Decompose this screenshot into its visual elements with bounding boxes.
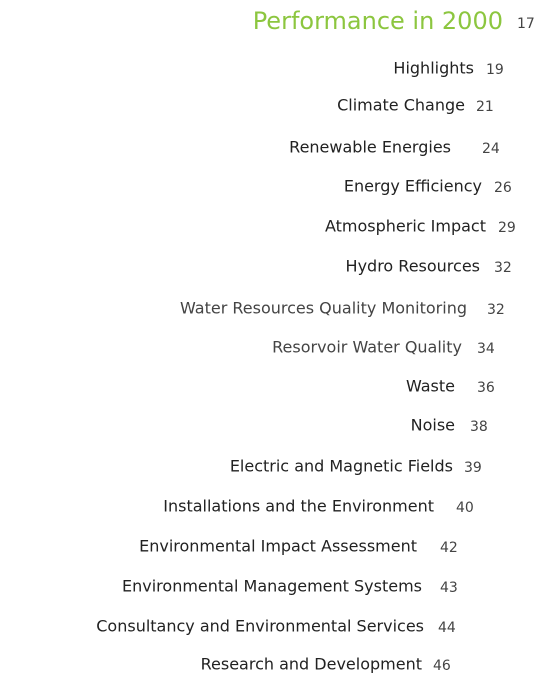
entry-title: Installations and the Environment [163,497,434,516]
entry-page: 17 [517,16,535,32]
entry-page: 36 [477,380,495,396]
entry-title: Electric and Magnetic Fields [230,457,453,476]
entry-page: 19 [486,62,504,78]
entry-page: 32 [487,302,505,318]
entry-title: Highlights [393,59,474,78]
entry-page: 43 [440,580,458,596]
entry-page: 32 [494,260,512,276]
entry-title: Research and Development [201,655,422,674]
entry-page: 40 [456,500,474,516]
entry-page: 34 [477,341,495,357]
entry-title: Performance in 2000 [253,7,503,35]
entry-page: 46 [433,658,451,674]
entry-page: 29 [498,220,516,236]
entry-title: Waste [406,377,455,396]
entry-page: 21 [476,99,494,115]
entry-title: Water Resources Quality Monitoring [180,299,467,318]
entry-title: Consultancy and Environmental Services [96,617,424,636]
entry-title: Renewable Energies [289,138,451,157]
entry-title: Noise [411,416,455,435]
entry-title: Hydro Resources [346,257,480,276]
entry-title: Resorvoir Water Quality [272,338,462,357]
entry-page: 26 [494,180,512,196]
entry-title: Environmental Management Systems [122,577,422,596]
entry-page: 38 [470,419,488,435]
entry-page: 39 [464,460,482,476]
entry-page: 24 [482,141,500,157]
entry-title: Atmospheric Impact [325,217,486,236]
entry-title: Environmental Impact Assessment [139,537,417,556]
entry-title: Climate Change [337,96,465,115]
entry-page: 42 [440,540,458,556]
entry-title: Energy Efficiency [344,177,482,196]
entry-page: 44 [438,620,456,636]
